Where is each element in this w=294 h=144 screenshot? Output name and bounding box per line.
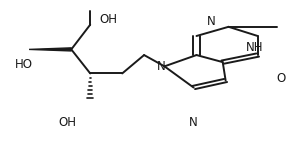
Text: HO: HO xyxy=(14,58,33,71)
Text: OH: OH xyxy=(58,116,76,129)
Text: N: N xyxy=(157,60,165,73)
Text: O: O xyxy=(276,72,285,85)
Text: N: N xyxy=(207,15,216,28)
Text: N: N xyxy=(189,116,198,129)
Text: OH: OH xyxy=(99,13,117,25)
Polygon shape xyxy=(29,48,71,51)
Text: NH: NH xyxy=(246,41,263,54)
